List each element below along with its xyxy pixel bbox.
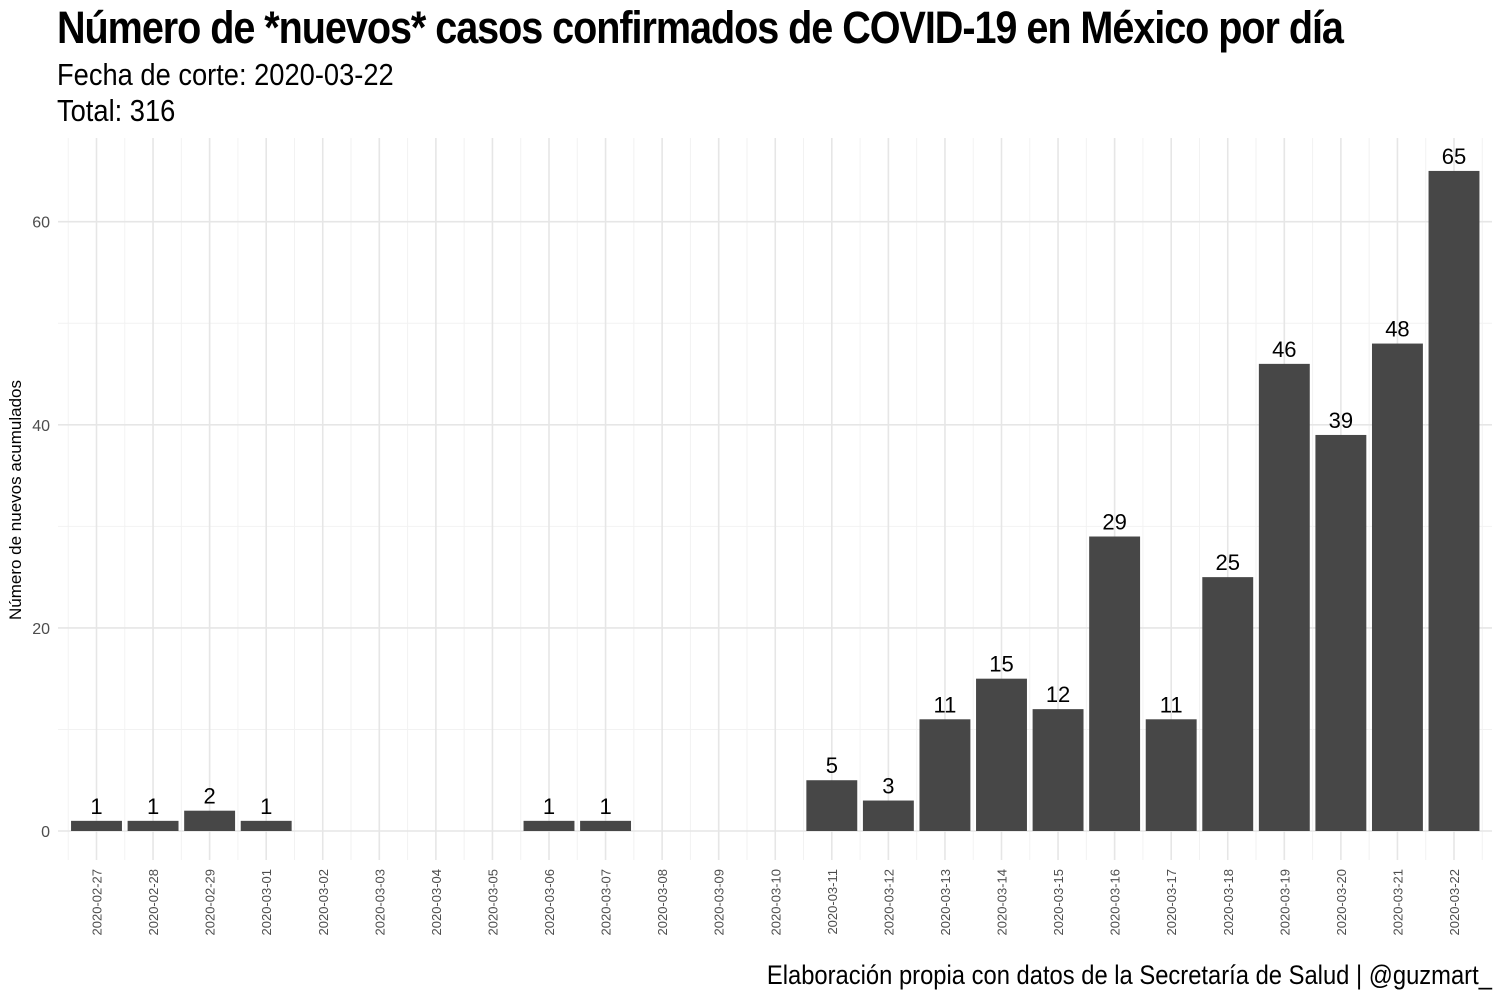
data-label: 1 — [90, 794, 102, 819]
x-tick-label: 2020-03-20 — [1334, 869, 1349, 936]
bar — [580, 820, 632, 831]
bar — [71, 820, 122, 831]
bar — [976, 678, 1027, 831]
data-label: 46 — [1272, 337, 1296, 362]
bar — [862, 800, 914, 831]
bar — [184, 810, 236, 831]
bar — [1371, 343, 1423, 831]
x-tick-label: 2020-03-07 — [599, 869, 614, 936]
x-tick-label: 2020-03-08 — [655, 869, 670, 936]
y-tick-label: 20 — [32, 621, 50, 638]
cutoff-date-subtitle: Fecha de corte: 2020-03-22 — [57, 57, 394, 92]
bars — [71, 170, 1480, 832]
data-label: 15 — [989, 652, 1013, 677]
source-caption: Elaboración propia con datos de la Secre… — [766, 960, 1492, 990]
data-label: 1 — [543, 794, 555, 819]
chart-title: Número de *nuevos* casos confirmados de … — [57, 2, 1344, 53]
data-label: 39 — [1329, 408, 1353, 433]
bar — [1315, 434, 1367, 831]
bar — [1202, 577, 1254, 831]
x-tick-label: 2020-02-27 — [90, 869, 105, 936]
x-tick-label: 2020-03-15 — [1051, 869, 1066, 936]
x-tick-label: 2020-02-29 — [203, 869, 218, 936]
bar — [240, 820, 292, 831]
x-tick-label: 2020-03-22 — [1447, 869, 1462, 936]
bar — [1428, 170, 1480, 832]
y-tick-label: 40 — [32, 418, 50, 435]
y-tick-label: 60 — [32, 215, 50, 232]
x-tick-label: 2020-03-02 — [316, 869, 331, 936]
x-tick-label: 2020-03-11 — [825, 869, 840, 935]
x-tick-label: 2020-03-01 — [259, 869, 274, 936]
data-label: 48 — [1385, 317, 1409, 342]
x-tick-label: 2020-03-19 — [1277, 869, 1292, 936]
x-tick-label: 2020-03-04 — [429, 869, 444, 936]
x-tick-label: 2020-03-17 — [1164, 869, 1179, 936]
data-label: 65 — [1442, 144, 1466, 169]
x-tick-label: 2020-03-05 — [485, 869, 500, 936]
bar — [523, 820, 575, 831]
x-tick-label: 2020-03-10 — [768, 869, 783, 936]
x-tick-label: 2020-03-13 — [938, 869, 953, 936]
x-tick-label: 2020-03-09 — [712, 869, 727, 936]
data-label: 5 — [826, 753, 838, 778]
data-label: 3 — [882, 774, 894, 799]
bar — [1089, 536, 1141, 831]
y-axis-ticks: 0 20 40 60 — [32, 215, 50, 841]
total-subtitle: Total: 316 — [57, 93, 176, 128]
data-label: 2 — [204, 784, 216, 809]
x-tick-label: 2020-03-06 — [542, 869, 557, 936]
data-label: 25 — [1216, 550, 1240, 575]
x-tick-label: 2020-02-28 — [146, 869, 161, 936]
x-tick-label: 2020-03-03 — [372, 869, 387, 936]
data-label: 1 — [599, 794, 611, 819]
bar — [127, 820, 179, 831]
x-tick-label: 2020-03-21 — [1390, 869, 1405, 936]
bar — [806, 780, 858, 831]
data-label: 11 — [1160, 692, 1183, 717]
y-axis-label: Número de nuevos acumulados — [6, 380, 25, 620]
bar — [1258, 363, 1310, 831]
x-tick-label: 2020-03-12 — [881, 869, 896, 936]
x-tick-label: 2020-03-16 — [1108, 869, 1123, 936]
data-label: 11 — [934, 692, 957, 717]
data-label: 12 — [1046, 682, 1070, 707]
data-label: 1 — [147, 794, 159, 819]
data-label: 29 — [1102, 510, 1126, 535]
x-axis-ticks: 2020-02-27 2020-02-28 2020-02-29 2020-03-01… — [90, 869, 1463, 936]
bar — [919, 719, 971, 831]
bar — [1145, 719, 1197, 831]
x-tick-label: 2020-03-18 — [1221, 869, 1236, 936]
x-tick-label: 2020-03-14 — [995, 869, 1010, 936]
data-label: 1 — [260, 794, 272, 819]
y-tick-label: 0 — [41, 824, 50, 841]
bar — [1032, 709, 1084, 831]
